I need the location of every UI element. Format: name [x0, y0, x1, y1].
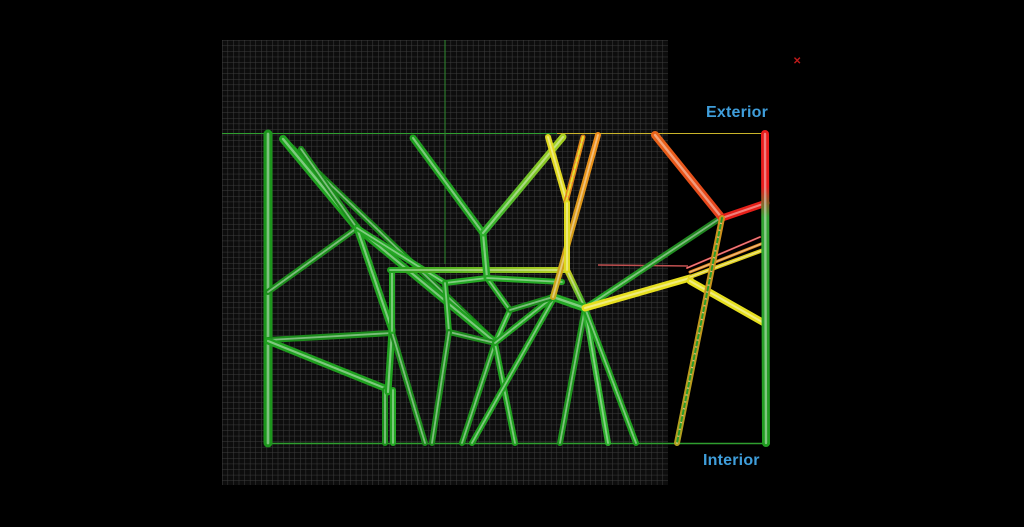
- tube-segment: [564, 267, 588, 311]
- tube-segment: [581, 274, 694, 312]
- tube-segment: [265, 330, 395, 343]
- tube-segment: [384, 326, 396, 396]
- tube-segment: [549, 293, 589, 312]
- tube-segment: [298, 146, 360, 231]
- tube-segment: [582, 305, 611, 446]
- exterior-label: Exterior: [706, 104, 769, 121]
- tube-segment: [718, 199, 770, 222]
- tube-segment: [686, 236, 761, 269]
- tube-segment: [459, 340, 498, 446]
- tube-segment: [442, 280, 452, 335]
- tube-segment: [479, 229, 491, 282]
- tube-segment: [353, 224, 396, 334]
- tube-segment: [354, 225, 448, 286]
- tube-segment: [674, 215, 725, 446]
- tube-segment: [492, 340, 518, 446]
- tube-segment: [265, 225, 360, 295]
- tube-segment: [353, 224, 499, 346]
- tube-segment: [761, 130, 770, 447]
- reference-lines: [222, 40, 770, 445]
- tube-segment: [264, 337, 391, 393]
- tube-segment: [582, 214, 725, 311]
- tube-segment: [545, 134, 570, 206]
- tube-segment: [688, 240, 768, 274]
- tube-segment: [492, 294, 556, 346]
- tube-segment: [484, 275, 513, 313]
- tube-segment: [484, 275, 565, 285]
- pivot-cross-icon: ✕: [793, 56, 802, 67]
- tube-segment: [469, 297, 556, 446]
- structure-tubes: [263, 129, 770, 448]
- tube-segment: [563, 134, 586, 205]
- tube-segment: [651, 131, 726, 222]
- tube-segment: [409, 134, 487, 237]
- tube-segment: [557, 305, 588, 446]
- tube-segment: [686, 277, 768, 327]
- tube-segment: [507, 294, 556, 313]
- tube-segment: [688, 247, 768, 279]
- tube-segment: [582, 305, 639, 446]
- tube-segment: [442, 275, 490, 286]
- tube-segment: [429, 329, 452, 446]
- tube-segment: [389, 329, 428, 446]
- tube-segment: [446, 329, 498, 346]
- tube-segment: [550, 132, 601, 300]
- interior-label: Interior: [703, 452, 760, 469]
